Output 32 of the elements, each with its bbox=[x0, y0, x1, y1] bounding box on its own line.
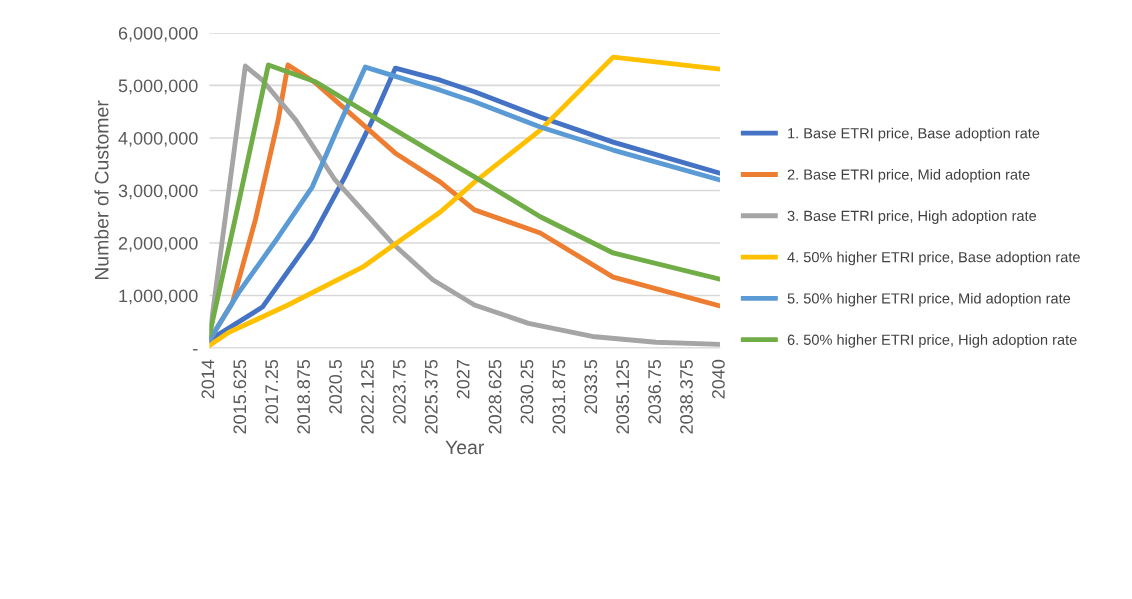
legend-label: 2. Base ETRI price, Mid adoption rate bbox=[787, 168, 1030, 183]
x-tick-label: 2028.625 bbox=[488, 359, 502, 434]
x-tick-label: 2014 bbox=[201, 359, 215, 399]
x-tick-label: 2040 bbox=[712, 359, 725, 399]
legend-label: 3. Base ETRI price, High adoption rate bbox=[787, 210, 1037, 224]
legend-label: 4. 50% higher ETRI price, Base adoption rate bbox=[787, 251, 1080, 266]
y-tick-label: 6,000,000 bbox=[118, 26, 198, 42]
x-axis-title: Year bbox=[445, 440, 485, 455]
x-tick-label: 2038.375 bbox=[680, 359, 693, 434]
x-tick-label: 2033.5 bbox=[584, 359, 598, 414]
x-tick-label: 2020.5 bbox=[329, 359, 342, 414]
x-tick-label: 2030.25 bbox=[520, 359, 534, 424]
y-axis-title: Number of Customer bbox=[94, 100, 109, 280]
legend-label: 5. 50% higher ETRI price, Mid adoption rate bbox=[787, 292, 1071, 307]
x-tick-label: 2035.125 bbox=[616, 359, 630, 434]
x-tick-label: 2017.25 bbox=[265, 359, 279, 424]
x-tick-label: 2023.75 bbox=[392, 359, 406, 424]
y-tick-label: 5,000,000 bbox=[118, 79, 198, 95]
y-tick-label: - bbox=[193, 349, 198, 351]
x-tick-label: 2025.375 bbox=[424, 359, 438, 434]
legend-label: 1. Base ETRI price, Base adoption rate bbox=[788, 127, 1040, 142]
y-tick-label: 1,000,000 bbox=[119, 289, 198, 305]
y-tick-label: 4,000,000 bbox=[118, 131, 198, 147]
x-tick-label: 2022.125 bbox=[361, 359, 374, 434]
x-tick-label: 2018.875 bbox=[297, 359, 310, 434]
x-tick-label: 2031.875 bbox=[552, 359, 566, 434]
x-tick-label: 2036.75 bbox=[648, 359, 661, 424]
y-tick-label: 3,000,000 bbox=[118, 184, 198, 200]
legend-label: 6. 50% higher ETRI price, High adoption rate bbox=[787, 334, 1077, 348]
x-tick-label: 2027 bbox=[456, 360, 470, 399]
y-tick-label: 2,000,000 bbox=[118, 236, 198, 252]
x-tick-label: 2015.625 bbox=[233, 359, 247, 434]
